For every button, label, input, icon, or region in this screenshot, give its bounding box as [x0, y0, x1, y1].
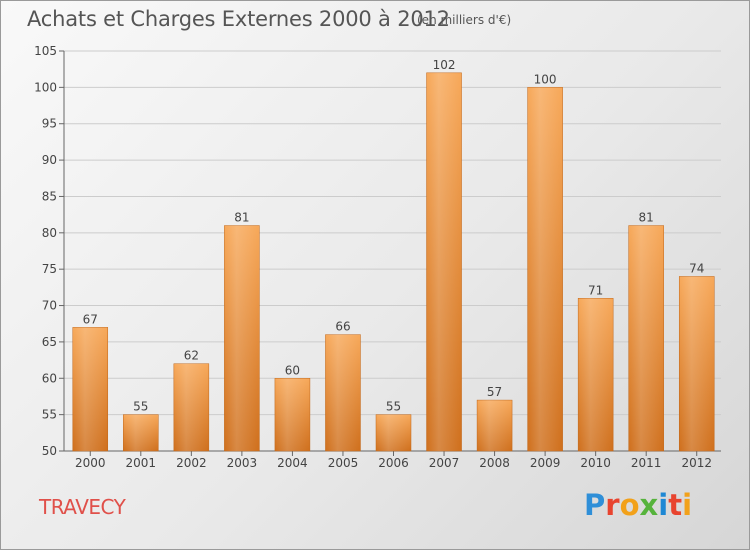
- bar-highlight: [72, 327, 108, 451]
- bar-value-label: 62: [184, 349, 199, 363]
- bar-highlight: [173, 363, 209, 451]
- y-tick-label: 50: [42, 444, 57, 458]
- bar-highlight: [426, 72, 462, 452]
- bar-value-label: 66: [335, 320, 350, 334]
- logo-letter: x: [639, 488, 659, 522]
- logo-letter: r: [605, 488, 620, 522]
- chart-subtitle: (en milliers d'€): [417, 13, 512, 27]
- logo-letter: P: [584, 488, 606, 522]
- x-tick-label: 2006: [378, 456, 409, 470]
- chart-title: Achats et Charges Externes 2000 à 2012: [27, 7, 450, 31]
- bar-value-label: 81: [234, 211, 249, 225]
- x-tick-label: 2002: [176, 456, 207, 470]
- x-tick-label: 2003: [227, 456, 258, 470]
- proxiti-logo: Proxiti: [584, 488, 692, 522]
- bar-value-label: 81: [639, 211, 654, 225]
- bar-value-label: 102: [433, 58, 456, 72]
- bar-highlight: [224, 225, 260, 451]
- x-tick-label: 2000: [75, 456, 106, 470]
- x-tick-label: 2007: [429, 456, 460, 470]
- y-tick-label: 55: [42, 408, 57, 422]
- y-tick-label: 85: [42, 189, 57, 203]
- bar-value-label: 74: [689, 261, 704, 275]
- bar-value-label: 100: [534, 72, 557, 86]
- y-tick-label: 75: [42, 262, 57, 276]
- logo-letter: i: [682, 488, 693, 522]
- data-labels: 67 55 62 81 60 66 55 102 57 100 71 81 74: [83, 58, 705, 414]
- x-tick-label: 2001: [126, 456, 157, 470]
- grid-lines: [64, 50, 721, 416]
- bar-highlight: [578, 298, 614, 451]
- bar-value-label: 57: [487, 385, 502, 399]
- x-tick-label: 2012: [681, 456, 712, 470]
- place-name: TRAVECY: [39, 495, 126, 519]
- bar-value-label: 67: [83, 312, 98, 326]
- bar-value-label: 60: [285, 363, 300, 377]
- y-tick-label: 90: [42, 153, 57, 167]
- bar-highlight: [376, 414, 411, 451]
- bar-highlight: [628, 225, 664, 451]
- x-tick-label: 2010: [580, 456, 611, 470]
- x-tick-label: 2004: [277, 456, 308, 470]
- y-tick-label: 65: [42, 335, 57, 349]
- logo-letter: i: [658, 488, 669, 522]
- y-tick-label: 60: [42, 371, 57, 385]
- bar-value-label: 55: [386, 400, 401, 414]
- y-tick-label: 95: [42, 117, 57, 131]
- y-tick-label: 80: [42, 226, 57, 240]
- bar-highlight: [527, 87, 563, 451]
- x-tick-label: 2005: [328, 456, 359, 470]
- x-tick-label: 2011: [631, 456, 662, 470]
- bar-highlight: [274, 378, 310, 451]
- bar-highlight: [679, 276, 715, 451]
- y-tick-label: 70: [42, 299, 57, 313]
- bar-highlight: [325, 334, 361, 451]
- y-tick-label: 100: [34, 80, 57, 94]
- bar-value-label: 55: [133, 400, 148, 414]
- x-tick-label: 2008: [479, 456, 510, 470]
- logo-letter: o: [619, 488, 640, 522]
- x-tick-label: 2009: [530, 456, 561, 470]
- bar-highlight: [477, 400, 513, 451]
- bars: [72, 72, 715, 452]
- y-tick-label: 105: [34, 44, 57, 58]
- logo-letter: t: [668, 488, 683, 522]
- bar-highlight: [123, 414, 159, 451]
- bar-value-label: 71: [588, 283, 603, 297]
